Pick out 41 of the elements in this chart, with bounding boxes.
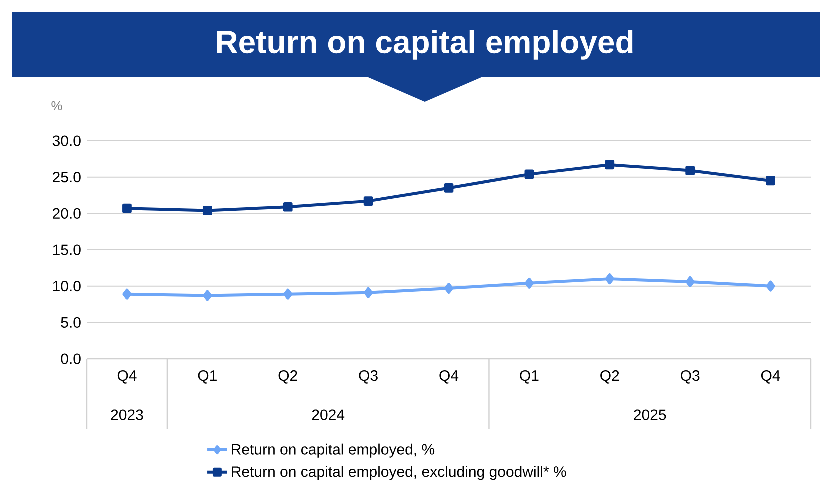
point <box>444 283 454 294</box>
point <box>122 288 132 300</box>
text: 2024 <box>312 410 345 420</box>
point <box>686 276 695 288</box>
point <box>686 166 696 176</box>
x-tick-label: Q3 <box>359 370 378 384</box>
point <box>444 184 454 193</box>
y-tick-label: 30.0 <box>52 136 81 146</box>
legend-label: Return on capital employed, excluding goodwill* % <box>232 466 566 480</box>
point <box>202 206 212 216</box>
point <box>605 274 614 285</box>
chart-title: Return on capital employed <box>217 30 633 60</box>
x-tick-label: Q4 <box>118 370 137 384</box>
point <box>203 290 212 302</box>
text: 2025 <box>634 410 666 420</box>
y-axis-title: % <box>52 101 62 111</box>
point <box>605 160 615 170</box>
x-tick-label: Q1 <box>520 370 539 384</box>
text: 2023 <box>111 410 144 420</box>
y-tick-label: 5.0 <box>61 317 81 328</box>
point <box>283 202 293 212</box>
y-tick-label: 25.0 <box>53 172 81 183</box>
x-tick-label: Q3 <box>681 370 700 384</box>
point <box>524 170 534 180</box>
y-tick-label: 0.0 <box>61 354 81 364</box>
point <box>122 204 132 214</box>
x-tick-label: Q4 <box>761 370 780 384</box>
point <box>364 287 374 298</box>
legend-label: Return on capital employed, % <box>232 444 435 458</box>
point <box>364 196 374 206</box>
x-tick-label: Q1 <box>198 370 217 384</box>
point <box>766 176 776 186</box>
y-tick-label: 10.0 <box>53 281 81 292</box>
point <box>524 278 534 289</box>
y-tick-label: 20.0 <box>53 208 81 219</box>
x-tick-label: Q4 <box>440 370 459 384</box>
point <box>766 280 776 292</box>
x-tick-label: Q2 <box>278 370 298 384</box>
x-tick-label: Q2 <box>600 370 620 384</box>
point <box>284 288 293 300</box>
y-tick-label: 15.0 <box>53 244 81 256</box>
